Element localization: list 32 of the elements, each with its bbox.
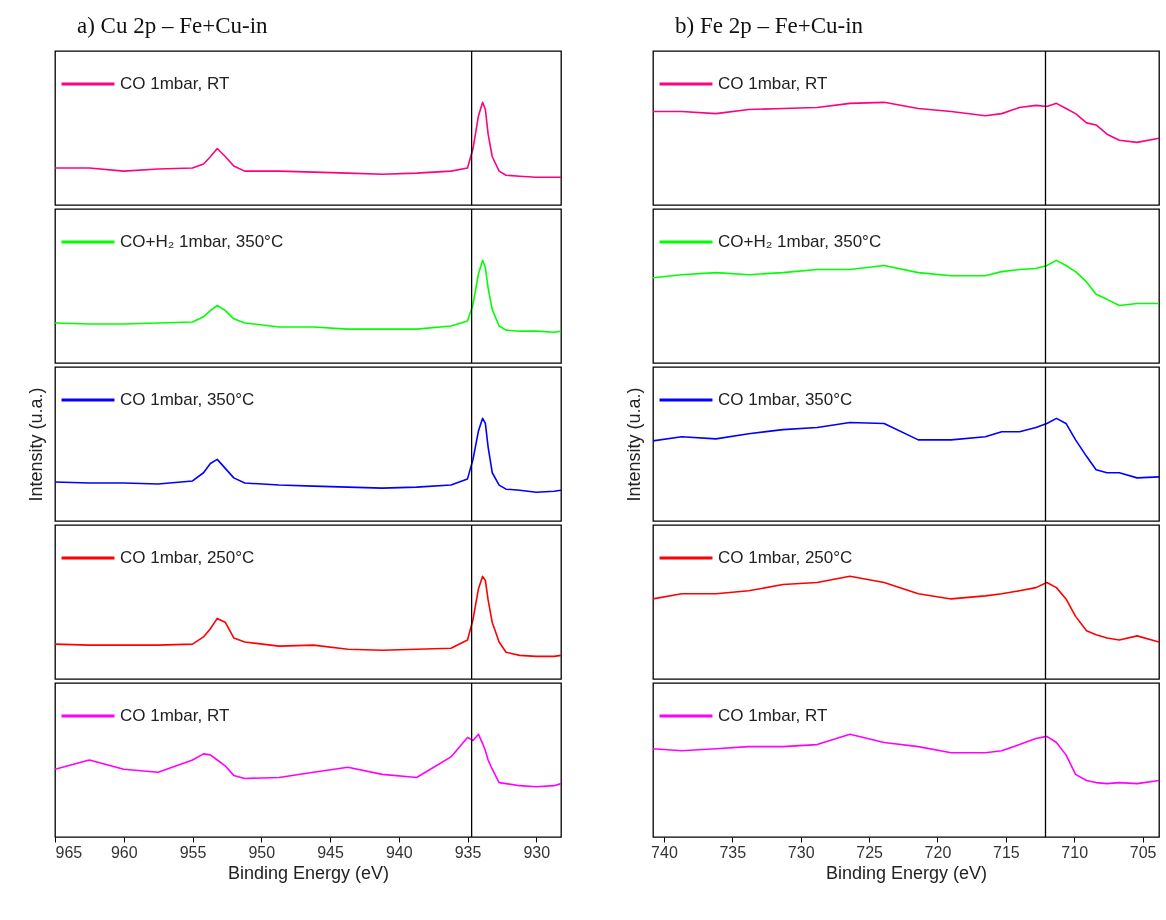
x-axis-title: Binding Energy (eV) (227, 862, 390, 883)
x-axis-title: Binding Energy (eV) (825, 862, 988, 883)
x-tick-label: 710 (1061, 843, 1089, 861)
x-tick-label: 705 (1129, 843, 1157, 861)
x-tick-label: 930 (523, 843, 551, 861)
x-tick-label: 730 (787, 843, 815, 861)
x-tick-label: 735 (719, 843, 747, 861)
x-tick-label: 960 (110, 843, 138, 861)
legend-label: CO+H₂ 1mbar, 350°C (718, 232, 882, 251)
legend-label: CO 1mbar, 250°C (718, 548, 853, 567)
legend-label: CO 1mbar, RT (718, 74, 828, 93)
x-tick-label: 945 (317, 843, 344, 861)
x-tick-label: 935 (454, 843, 482, 861)
legend-label: CO 1mbar, RT (120, 74, 230, 93)
legend-label: CO 1mbar, 350°C (718, 390, 853, 409)
legend-label: CO 1mbar, RT (120, 706, 230, 725)
x-tick-label: 725 (856, 843, 884, 861)
chart-title: a) Cu 2p – Fe+Cu-in (77, 13, 269, 39)
x-tick-label: 940 (385, 843, 413, 861)
chart-title: b) Fe 2p – Fe+Cu-in (675, 13, 864, 39)
y-axis-title: Intensity (u.a.) (25, 387, 46, 502)
x-tick-label: 950 (248, 843, 276, 861)
legend-label: CO 1mbar, 350°C (120, 390, 255, 409)
legend-label: CO+H₂ 1mbar, 350°C (120, 232, 284, 251)
x-tick-label: 740 (651, 843, 678, 861)
x-tick-label: 720 (924, 843, 952, 861)
x-tick-label: 965 (55, 843, 83, 861)
x-tick-label: 715 (992, 843, 1020, 861)
legend-label: CO 1mbar, RT (718, 706, 828, 725)
x-tick-label: 955 (179, 843, 207, 861)
legend-label: CO 1mbar, 250°C (120, 548, 255, 567)
y-axis-title: Intensity (u.a.) (623, 387, 644, 502)
